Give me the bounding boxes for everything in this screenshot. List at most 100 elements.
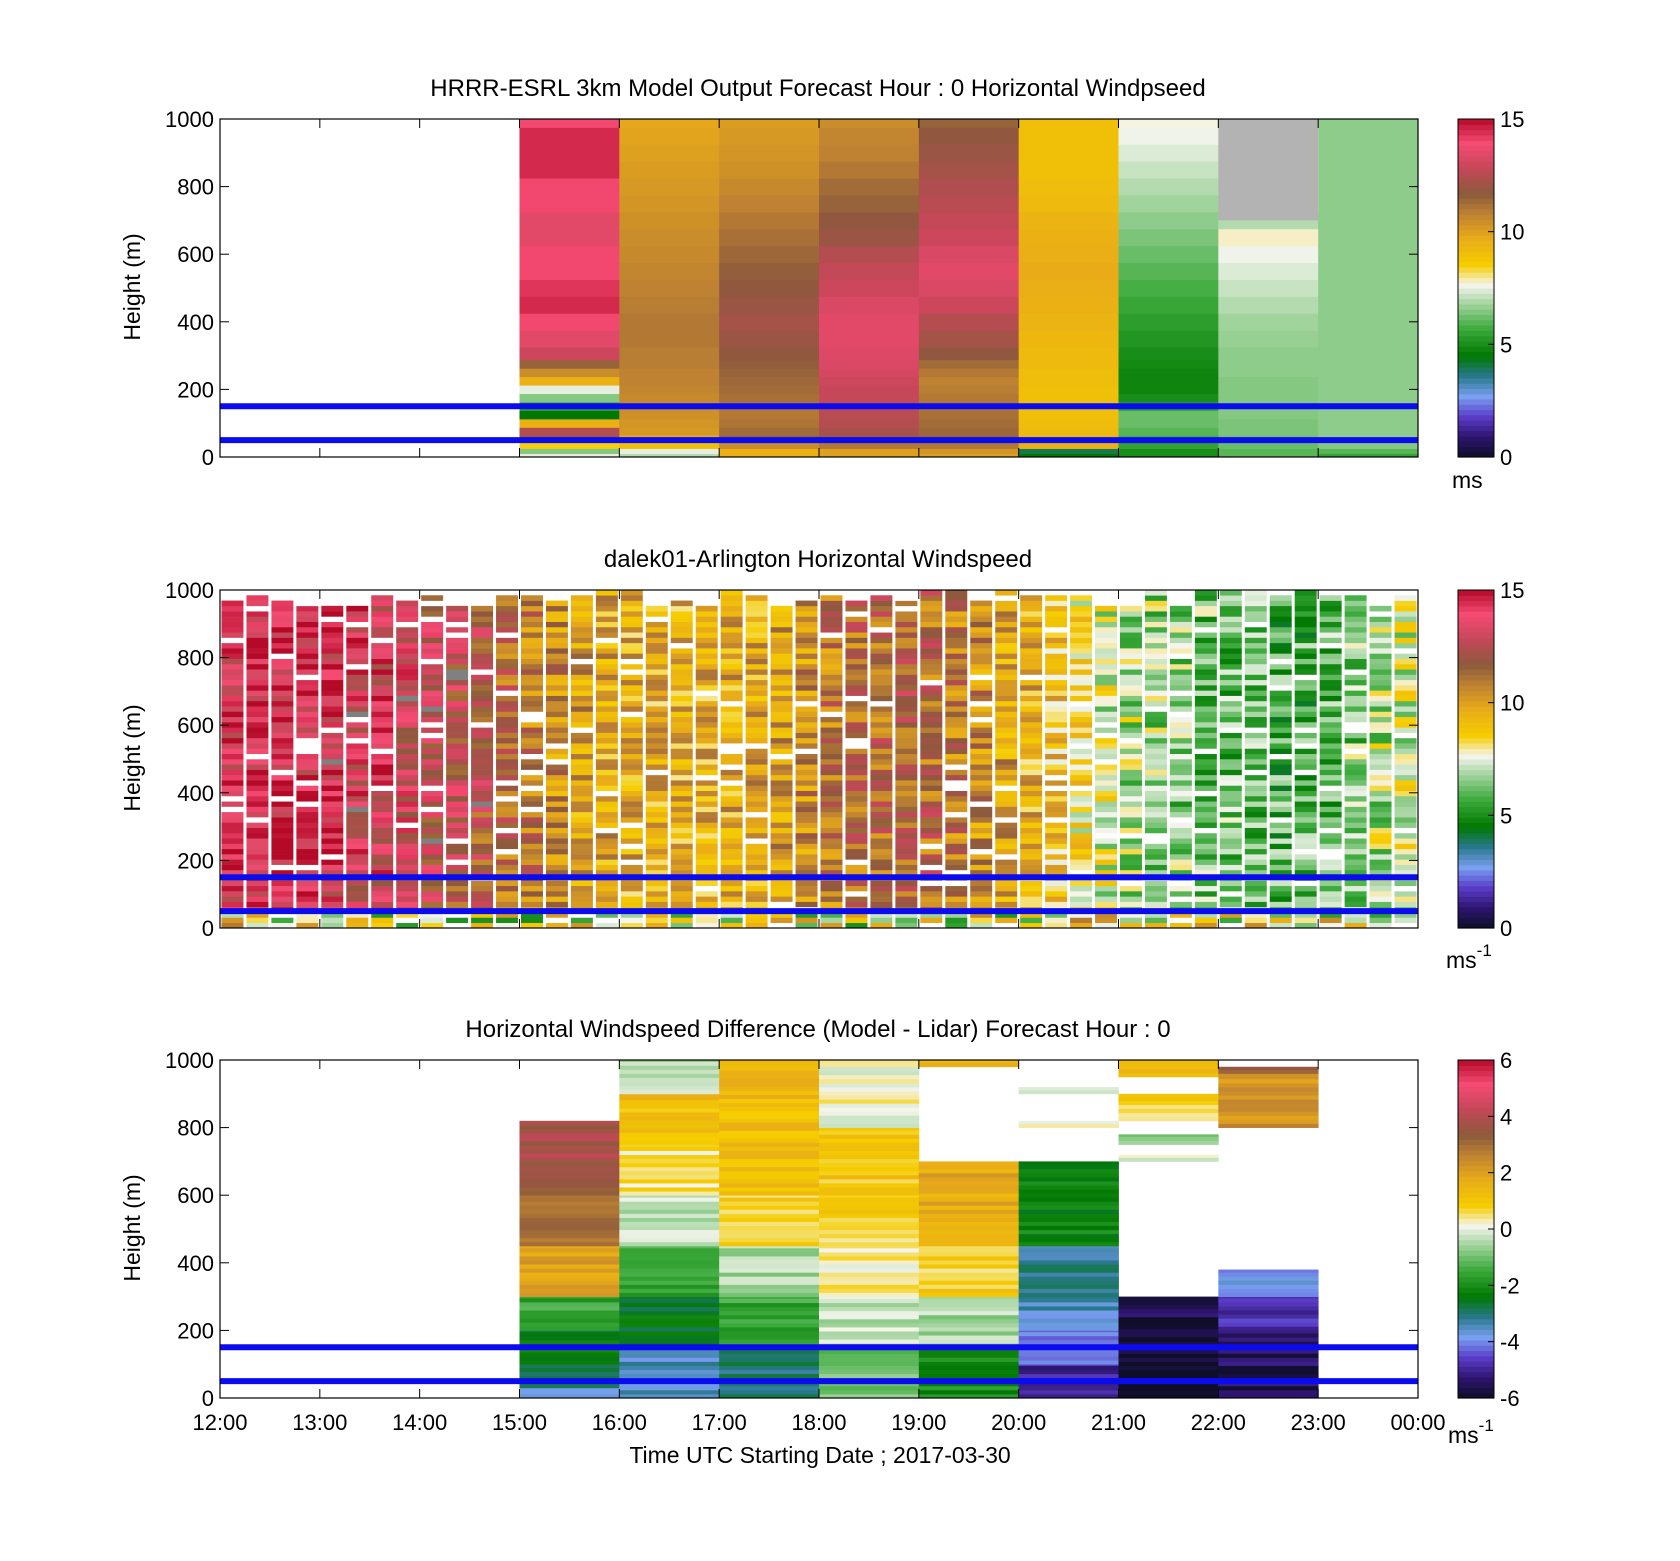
heatmap-cell [719,245,820,264]
colorbar-swatch [1458,346,1494,352]
heatmap-cell [819,1314,920,1320]
heatmap-cell [995,764,1018,770]
heatmap-cell [820,848,843,855]
heatmap-cell [670,679,693,686]
colorbar-swatch [1458,785,1494,792]
heatmap-cell [770,722,793,728]
heatmap-cell [770,621,793,628]
heatmap-cell [1294,896,1317,902]
heatmap-cell [1344,891,1367,897]
heatmap-cell [1045,769,1068,776]
heatmap-cell [695,917,718,924]
heatmap-cell [820,611,843,617]
heatmap-cell [545,848,568,855]
colorbar-swatch [1458,1350,1494,1357]
heatmap-cell [945,891,968,897]
colorbar-swatch [1458,435,1494,442]
colorbar-swatch [1458,129,1494,136]
heatmap-cell [619,1120,720,1125]
heatmap-cell [945,679,968,686]
heatmap-cell [296,632,319,638]
heatmap-cell [995,880,1018,887]
heatmap-cell [820,732,843,739]
heatmap-cell [719,1205,820,1210]
heatmap-cell [895,727,918,733]
heatmap-cell [346,743,369,749]
heatmap-cell [221,843,244,850]
heatmap-cell [296,817,319,823]
colorbar-swatch [1458,1287,1494,1293]
heatmap-cell [1369,679,1392,686]
heatmap-cell [1194,632,1217,638]
heatmap-cell [421,611,444,617]
heatmap-cell [1369,769,1392,776]
heatmap-cell [719,228,820,247]
heatmap-cell [720,685,743,691]
heatmap-cell [619,1302,720,1308]
heatmap-cell [521,605,543,612]
heatmap-cell [1218,1276,1319,1281]
heatmap-cell [745,843,768,850]
heatmap-cell [619,1314,720,1320]
heatmap-cell [620,801,643,807]
heatmap-cell [1394,859,1417,865]
heatmap-cell [1144,679,1167,686]
heatmap-cell [719,1298,820,1304]
colorbar-swatch [1458,663,1494,670]
heatmap-cell [496,885,518,892]
heatmap-cell [1118,368,1219,378]
heatmap-cell [1218,1365,1319,1371]
heatmap-cell [819,441,920,449]
heatmap-cell [246,901,269,908]
heatmap-cell [221,785,244,791]
heatmap-cell [595,764,618,770]
heatmap-cell [521,901,543,908]
heatmap-cell [519,161,620,179]
heatmap-cell [719,1393,820,1399]
heatmap-cell [446,811,469,818]
heatmap-cell [346,790,369,797]
heatmap-cell [595,790,618,797]
heatmap-cell [719,1170,820,1176]
heatmap-cell [795,700,818,707]
heatmap-cell [619,1085,720,1091]
heatmap-cell [1095,711,1117,718]
colorbar-swatch [1458,1229,1494,1235]
heatmap-cell [1020,811,1043,818]
heatmap-cell [1018,359,1119,369]
heatmap-cell [1269,922,1292,929]
heatmap-cell [1045,600,1068,607]
heatmap-cell [970,917,993,924]
heatmap-cell [620,600,643,607]
heatmap-cell [719,1191,820,1196]
heatmap-cell [1169,843,1192,850]
heatmap-cell [446,795,469,802]
heatmap-cell [471,838,494,844]
heatmap-cell [1319,901,1342,908]
colorbar-swatch [1458,1176,1494,1183]
heatmap-cell [521,727,543,733]
heatmap-cell [446,843,469,850]
heatmap-cell [895,795,918,802]
heatmap-cell [221,780,244,786]
heatmap-cell [920,774,943,781]
heatmap-cell [1369,854,1392,860]
heatmap-cell [1169,700,1192,707]
heatmap-cell [1344,869,1367,876]
heatmap-cell [920,785,943,791]
heatmap-cell [421,669,444,675]
heatmap-cell [645,769,668,776]
heatmap-cell [1144,669,1167,675]
heatmap-cell [496,669,518,675]
heatmap-cell [1095,769,1117,776]
heatmap-cell [421,843,444,850]
heatmap-cell [246,663,269,670]
heatmap-cell [246,722,269,728]
heatmap-cell [720,832,743,839]
heatmap-cell [371,759,394,765]
colorbar-swatch [1458,700,1494,707]
heatmap-cell [1120,832,1142,839]
heatmap-cell [1018,1120,1119,1124]
heatmap-cell [1120,658,1142,665]
heatmap-cell [719,1098,820,1103]
